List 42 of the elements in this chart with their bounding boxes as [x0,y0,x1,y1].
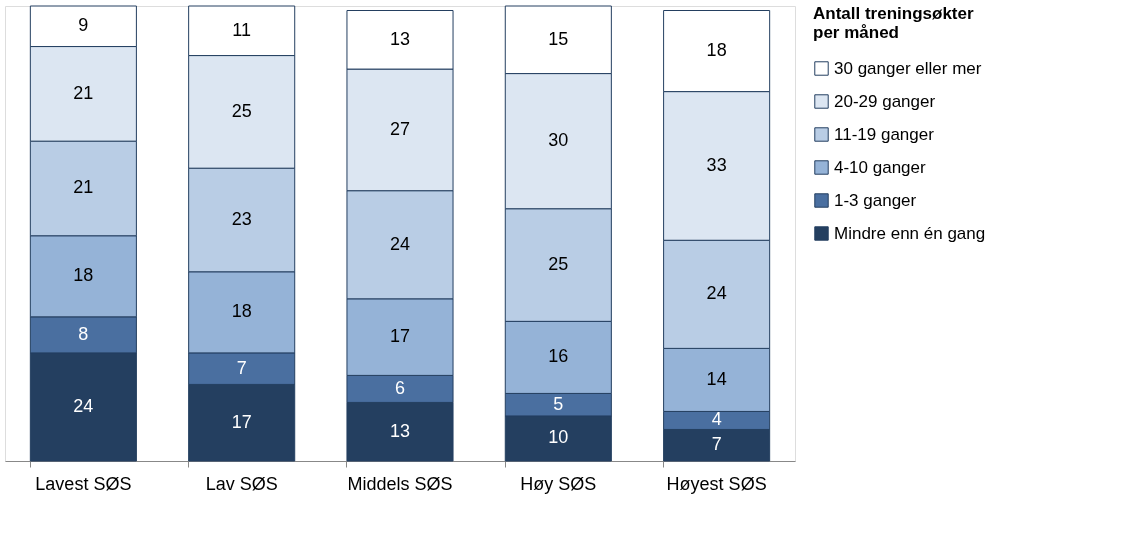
legend-label: 1-3 ganger [834,190,917,210]
data-label: 25 [231,100,252,121]
data-label: 25 [548,254,569,275]
legend-label: 11-19 ganger [834,124,935,144]
data-label: 10 [548,427,569,448]
data-label: 27 [389,118,411,139]
data-label: 24 [706,283,727,304]
data-label: 15 [548,28,569,49]
data-label: 13 [389,420,411,441]
data-label: 11 [232,19,252,40]
data-label: 21 [73,82,94,103]
data-label: 17 [231,411,252,432]
data-label: 14 [706,368,727,389]
data-label: 16 [548,346,569,367]
data-label: 7 [711,434,722,455]
x-tick-label: Høyest SØS [666,473,767,494]
x-tick-label: Høy SØS [520,473,597,494]
data-label: 8 [78,323,89,344]
data-label: 17 [389,326,411,347]
data-label: 24 [73,395,94,416]
legend-label: 20-29 ganger [834,91,936,111]
x-tick-label: Middels SØS [347,473,453,494]
data-label: 4 [711,409,722,430]
data-label: 7 [236,357,247,378]
data-label: 5 [553,393,564,414]
data-label: 33 [706,154,727,175]
legend-label: 30 ganger eller mer [834,58,982,78]
data-label: 24 [389,233,411,254]
data-label: 6 [394,377,406,398]
data-label: 13 [389,28,411,49]
x-tick-label: Lavest SØS [35,473,132,494]
data-label: 18 [231,301,252,322]
x-tick-label: Lav SØS [205,473,278,494]
legend-label: 4-10 ganger [834,157,927,177]
data-label: 18 [73,265,94,286]
data-label: 18 [706,40,727,61]
data-label: 21 [73,177,94,198]
legend-title: Antall treningsøkter per måned [813,4,974,42]
legend-label: Mindre enn én gang [834,223,986,243]
data-label: 23 [231,208,252,229]
data-label: 30 [548,130,569,151]
data-label: 9 [78,15,89,36]
